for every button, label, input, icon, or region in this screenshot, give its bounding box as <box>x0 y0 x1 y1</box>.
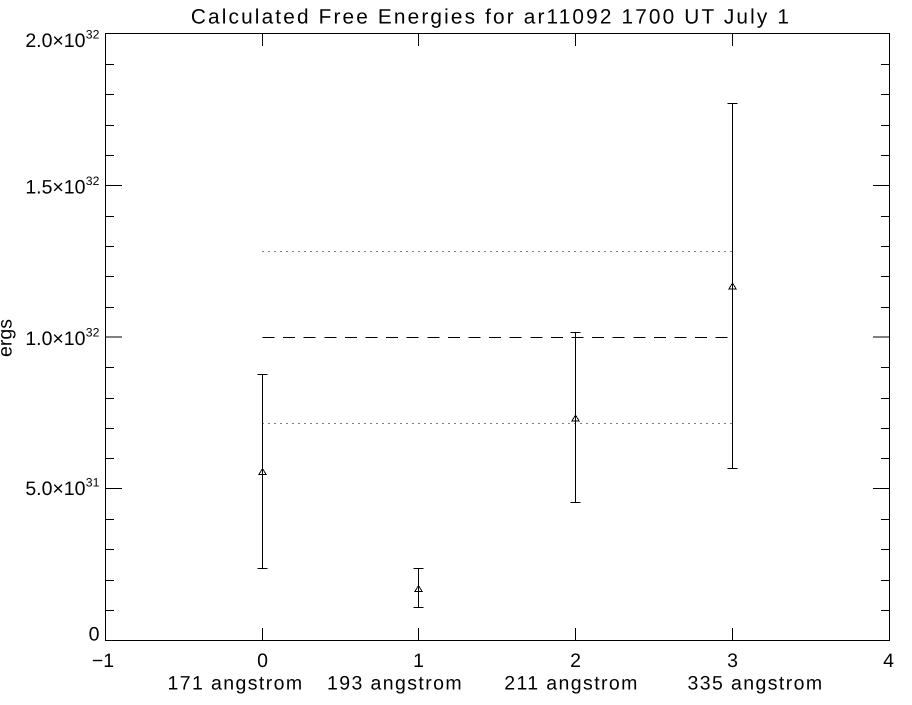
svg-text:32: 32 <box>86 174 100 188</box>
svg-text:335 angstrom: 335 angstrom <box>687 673 823 695</box>
svg-text:−1: −1 <box>92 650 114 672</box>
svg-text:Calculated Free Energies for a: Calculated Free Energies for ar11092 170… <box>191 6 791 29</box>
svg-text:0: 0 <box>257 650 268 672</box>
svg-text:32: 32 <box>86 27 100 41</box>
svg-text:1.0×10: 1.0×10 <box>25 328 85 350</box>
svg-text:31: 31 <box>86 476 100 490</box>
svg-text:1.5×10: 1.5×10 <box>25 176 85 198</box>
svg-text:0: 0 <box>89 624 100 646</box>
svg-text:2: 2 <box>570 650 581 672</box>
svg-text:1: 1 <box>413 650 424 672</box>
svg-text:2.0×10: 2.0×10 <box>25 30 85 52</box>
svg-text:211 angstrom: 211 angstrom <box>504 673 639 695</box>
svg-text:4: 4 <box>883 650 894 672</box>
svg-text:5.0×10: 5.0×10 <box>25 478 85 500</box>
svg-text:ergs: ergs <box>0 319 17 357</box>
svg-text:171 angstrom: 171 angstrom <box>167 673 303 695</box>
svg-text:193 angstrom: 193 angstrom <box>327 673 463 695</box>
svg-text:3: 3 <box>727 650 738 672</box>
svg-text:32: 32 <box>86 325 100 339</box>
